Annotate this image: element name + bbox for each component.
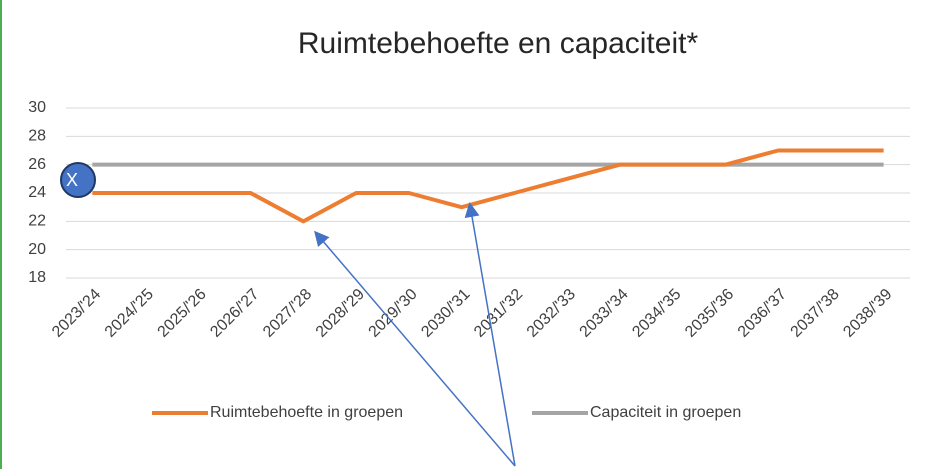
legend-label: Capaciteit in groepen xyxy=(590,404,741,421)
x-tick-label: 2026/'27 xyxy=(207,286,262,341)
x-tick-label: 2036/'37 xyxy=(735,286,790,341)
y-tick-label: 30 xyxy=(28,99,46,116)
x-tick-label: 2034/'35 xyxy=(629,286,684,341)
x-tick-label: 2031/'32 xyxy=(471,286,526,341)
y-tick-label: 18 xyxy=(28,269,46,286)
left-border xyxy=(0,0,2,469)
arrow xyxy=(464,202,516,467)
x-tick-label: 2033/'34 xyxy=(577,286,632,341)
y-tick-label: 22 xyxy=(28,213,46,230)
annotation-label: X xyxy=(66,170,78,190)
y-tick-label: 24 xyxy=(28,184,46,201)
x-tick-label: 2035/'36 xyxy=(682,286,737,341)
annotation-circle xyxy=(60,162,96,198)
x-tick-label: 2038/'39 xyxy=(840,286,895,341)
x-tick-label: 2025/'26 xyxy=(155,286,210,341)
y-tick-label: 28 xyxy=(28,128,46,145)
arrows xyxy=(314,202,516,467)
x-tick-label: 2037/'38 xyxy=(788,286,843,341)
y-tick-label: 26 xyxy=(28,156,46,173)
legend-label: Ruimtebehoefte in groepen xyxy=(210,404,403,421)
x-tick-label: 2028/'29 xyxy=(313,286,368,341)
x-tick-label: 2023/'24 xyxy=(49,286,104,341)
x-tick-label: 2030/'31 xyxy=(418,286,473,341)
chart-title: Ruimtebehoefte en capaciteit* xyxy=(298,27,699,60)
arrow xyxy=(314,230,516,467)
x-tick-label: 2024/'25 xyxy=(102,286,157,341)
x-tick-label: 2029/'30 xyxy=(366,286,421,341)
y-tick-label: 20 xyxy=(28,241,46,258)
x-tick-label: 2032/'33 xyxy=(524,286,579,341)
series-line xyxy=(92,148,884,224)
x-tick-label: 2027/'28 xyxy=(260,286,315,341)
